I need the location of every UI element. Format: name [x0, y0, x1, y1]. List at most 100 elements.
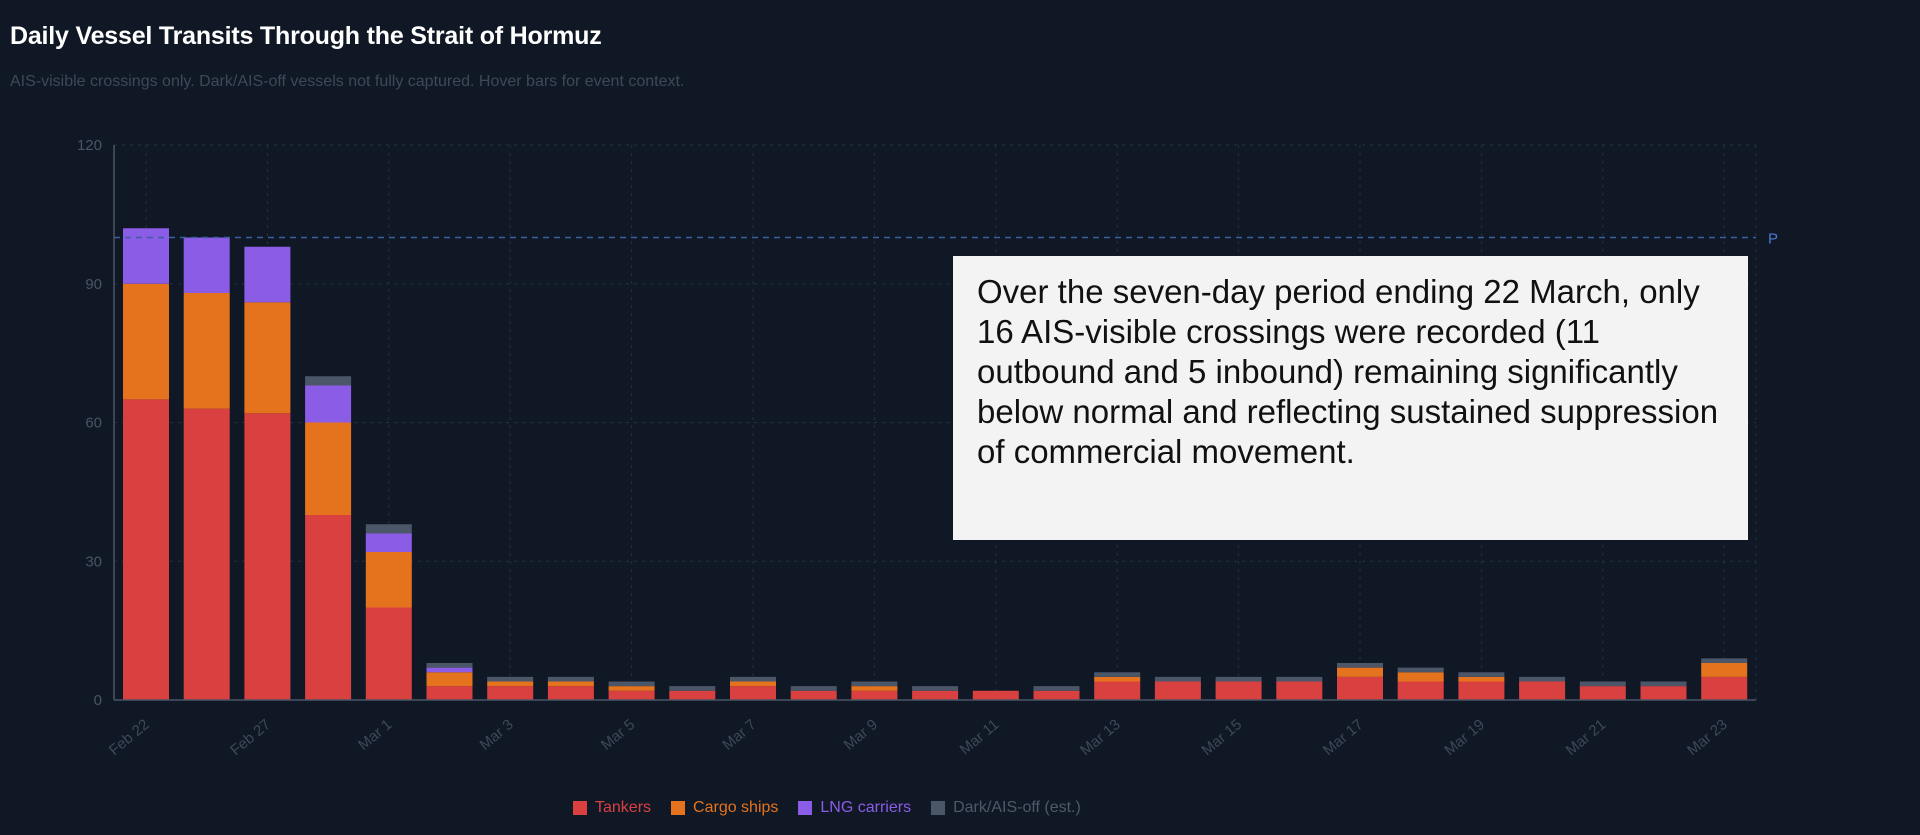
legend-swatch — [931, 801, 946, 815]
legend-swatch — [798, 801, 813, 815]
bar-dark-ais-off-est[interactable] — [1094, 672, 1141, 677]
bar-cargo-ships[interactable] — [1458, 676, 1505, 682]
bar-tankers[interactable] — [1215, 681, 1262, 701]
bar-cargo-ships[interactable] — [1094, 676, 1141, 682]
bar-dark-ais-off-est[interactable] — [730, 676, 776, 682]
bar-lng-carriers[interactable] — [426, 667, 473, 673]
bar-tankers[interactable] — [1033, 690, 1080, 700]
y-tick-label: 0 — [94, 692, 102, 709]
x-tick-label: Feb 22 — [106, 716, 153, 759]
bar-cargo-ships[interactable] — [608, 686, 655, 691]
bar-tankers[interactable] — [1701, 676, 1748, 700]
x-tick-label: Mar 19 — [1441, 716, 1488, 759]
bar-lng-carriers[interactable] — [123, 228, 169, 284]
legend-label: LNG carriers — [820, 799, 912, 816]
chart-legend: Tankers Cargo ships LNG carriers Dark/AIS-o… — [573, 799, 1101, 817]
reference-line-label: P — [1768, 231, 1778, 248]
bar-dark-ais-off-est[interactable] — [1276, 676, 1323, 682]
bar-dark-ais-off-est[interactable] — [365, 524, 412, 534]
bar-tankers[interactable] — [487, 686, 534, 700]
bar-dark-ais-off-est[interactable] — [305, 376, 352, 386]
bar-cargo-ships[interactable] — [1337, 667, 1383, 677]
bar-cargo-ships[interactable] — [1397, 672, 1444, 682]
bar-cargo-ships[interactable] — [305, 422, 352, 516]
legend-swatch — [671, 801, 686, 815]
bar-dark-ais-off-est[interactable] — [1519, 676, 1566, 682]
bar-cargo-ships[interactable] — [244, 302, 291, 414]
bar-tankers[interactable] — [669, 690, 716, 700]
bar-dark-ais-off-est[interactable] — [912, 686, 959, 691]
bar-cargo-ships[interactable] — [851, 686, 898, 691]
x-tick-label: Mar 1 — [355, 716, 395, 754]
chart-subtitle: AIS-visible crossings only. Dark/AIS-off… — [10, 73, 685, 90]
bar-lng-carriers[interactable] — [305, 385, 352, 423]
bar-tankers[interactable] — [1579, 686, 1626, 700]
bar-tankers[interactable] — [1094, 681, 1141, 701]
bar-cargo-ships[interactable] — [547, 681, 594, 687]
chart-title: Daily Vessel Transits Through the Strait… — [10, 22, 602, 50]
bar-dark-ais-off-est[interactable] — [790, 686, 837, 691]
bar-cargo-ships[interactable] — [487, 681, 534, 687]
bar-lng-carriers[interactable] — [365, 533, 412, 553]
bar-lng-carriers[interactable] — [244, 246, 291, 303]
bar-tankers[interactable] — [365, 607, 412, 701]
bar-tankers[interactable] — [1154, 681, 1201, 701]
legend-item-lng-carriers[interactable]: LNG carriers — [798, 799, 911, 817]
bar-cargo-ships[interactable] — [426, 672, 473, 687]
bar-cargo-ships[interactable] — [123, 283, 169, 400]
bar-dark-ais-off-est[interactable] — [1640, 681, 1687, 687]
bar-tankers[interactable] — [244, 413, 291, 700]
bar-tankers[interactable] — [1397, 681, 1444, 701]
bar-cargo-ships[interactable] — [183, 293, 230, 409]
bar-tankers[interactable] — [1640, 686, 1687, 700]
bar-dark-ais-off-est[interactable] — [1579, 681, 1626, 687]
bar-tankers[interactable] — [1276, 681, 1323, 701]
bar-dark-ais-off-est[interactable] — [1337, 663, 1383, 668]
bar-tankers[interactable] — [912, 690, 959, 700]
bar-cargo-ships[interactable] — [730, 681, 776, 687]
bar-dark-ais-off-est[interactable] — [547, 676, 594, 682]
bar-tankers[interactable] — [123, 399, 169, 700]
bar-tankers[interactable] — [426, 686, 473, 700]
bar-dark-ais-off-est[interactable] — [1154, 676, 1201, 682]
legend-item-dark-ais-off-est[interactable]: Dark/AIS-off (est.) — [931, 799, 1081, 817]
bar-tankers[interactable] — [851, 690, 898, 700]
x-tick-label: Mar 17 — [1320, 716, 1367, 759]
bar-dark-ais-off-est[interactable] — [487, 676, 534, 682]
bar-dark-ais-off-est[interactable] — [1701, 658, 1748, 663]
x-tick-label: Mar 23 — [1684, 716, 1731, 759]
legend-item-cargo-ships[interactable]: Cargo ships — [671, 799, 778, 817]
bar-tankers[interactable] — [1458, 681, 1505, 701]
bar-dark-ais-off-est[interactable] — [1033, 686, 1080, 691]
bar-tankers[interactable] — [547, 686, 594, 700]
bar-tankers[interactable] — [972, 690, 1019, 700]
callout-annotation: Over the seven-day period ending 22 Marc… — [953, 256, 1748, 540]
x-tick-label: Mar 11 — [957, 716, 1003, 758]
x-tick-label: Mar 9 — [841, 716, 881, 754]
bar-tankers[interactable] — [608, 690, 655, 700]
bar-lng-carriers[interactable] — [183, 237, 230, 294]
bar-tankers[interactable] — [730, 686, 776, 700]
legend-item-tankers[interactable]: Tankers — [573, 799, 651, 817]
bar-tankers[interactable] — [1519, 681, 1566, 701]
bar-dark-ais-off-est[interactable] — [608, 681, 655, 687]
bar-tankers[interactable] — [790, 690, 837, 700]
bar-cargo-ships[interactable] — [365, 552, 412, 608]
x-tick-label: Mar 7 — [719, 716, 759, 754]
bar-tankers[interactable] — [305, 515, 352, 700]
bar-tankers[interactable] — [183, 408, 230, 700]
bar-dark-ais-off-est[interactable] — [1397, 667, 1444, 673]
bar-dark-ais-off-est[interactable] — [1458, 672, 1505, 677]
bar-dark-ais-off-est[interactable] — [851, 681, 898, 687]
bar-dark-ais-off-est[interactable] — [426, 663, 473, 668]
x-tick-label: Mar 3 — [476, 716, 516, 754]
bar-tankers[interactable] — [1337, 676, 1383, 700]
y-tick-label: 30 — [85, 553, 102, 570]
bar-dark-ais-off-est[interactable] — [1215, 676, 1262, 682]
bar-dark-ais-off-est[interactable] — [669, 686, 716, 691]
bar-cargo-ships[interactable] — [1701, 663, 1748, 677]
x-tick-label: Mar 13 — [1077, 716, 1124, 759]
y-tick-label: 90 — [85, 276, 102, 293]
x-tick-label: Mar 5 — [598, 716, 638, 754]
